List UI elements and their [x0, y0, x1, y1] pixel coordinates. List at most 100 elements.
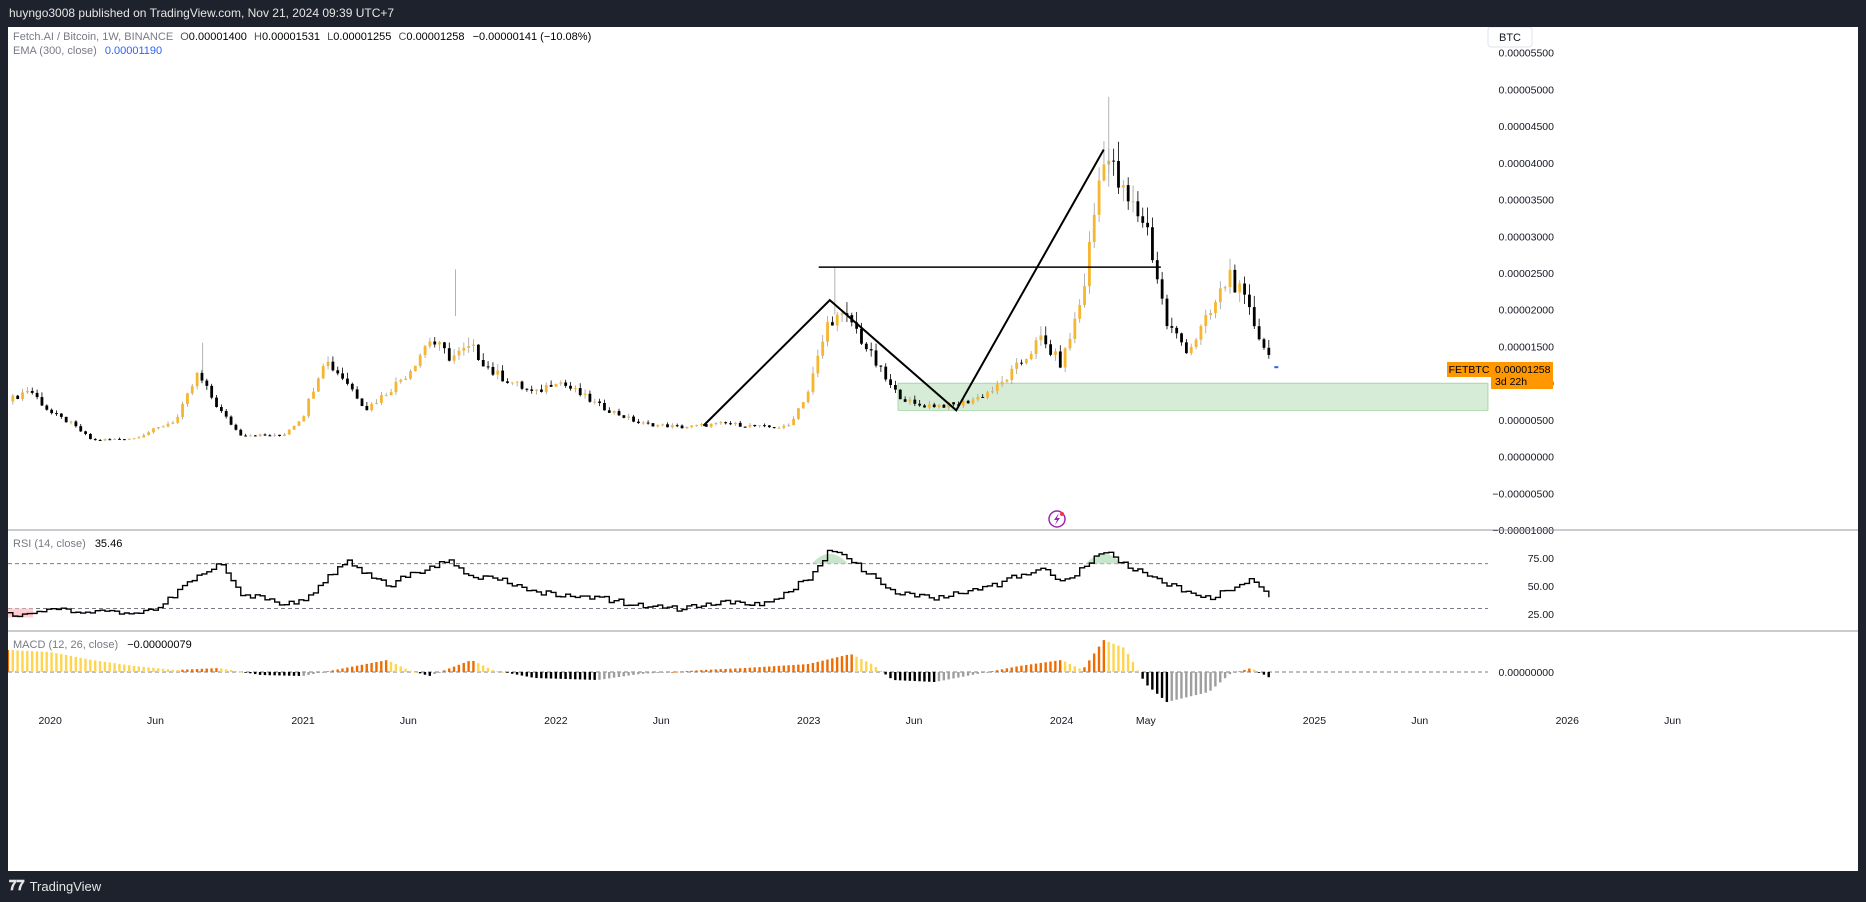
candle-body: [758, 425, 762, 427]
macd-histogram-bar: [1194, 672, 1198, 696]
macd-histogram-bar: [215, 668, 218, 672]
macd-histogram-bar: [16, 650, 19, 672]
candle-body: [927, 404, 931, 408]
macd-histogram-bar: [176, 669, 179, 672]
currency-button[interactable]: [1487, 27, 1533, 48]
rsi-overbought-fill: [811, 553, 848, 564]
macd-histogram-bar: [797, 664, 800, 672]
macd-histogram-bar: [404, 668, 407, 672]
lightning-icon[interactable]: [1048, 510, 1066, 528]
candle-body: [452, 355, 456, 361]
macd-histogram-bar: [889, 672, 892, 679]
macd-histogram-bar: [1073, 666, 1076, 672]
candle-body: [195, 372, 199, 387]
macd-histogram-bar: [646, 672, 650, 674]
macd-histogram-bar: [375, 662, 378, 672]
macd-histogram-bar: [244, 672, 247, 673]
macd-histogram-bar: [1102, 640, 1106, 672]
candle-body: [181, 404, 184, 418]
chart-svg[interactable]: Fetch.AI / Bitcoin, 1W, BINANCE O0.00001…: [8, 27, 1858, 871]
macd-histogram-bar: [574, 672, 577, 680]
time-axis-label: Jun: [906, 715, 923, 727]
candle-body: [792, 418, 795, 426]
macd-histogram-bar: [1015, 666, 1018, 672]
macd-histogram-bar: [1160, 672, 1164, 698]
macd-histogram-bar: [651, 672, 655, 674]
macd-histogram-bar: [254, 672, 257, 675]
price-axis-label: −0.00000500: [1492, 488, 1554, 500]
macd-histogram-bar: [1054, 660, 1057, 672]
candle-body: [1024, 359, 1028, 364]
macd-histogram-bar: [127, 665, 131, 672]
macd-histogram-bar: [452, 666, 456, 672]
macd-histogram-bar: [1117, 645, 1120, 672]
macd-histogram-bar: [942, 672, 946, 681]
macd-histogram-bar: [210, 668, 213, 672]
macd-histogram-bar: [544, 672, 548, 679]
candle-body: [1121, 185, 1125, 188]
candle-body: [472, 344, 475, 346]
trend-line-drawing[interactable]: [702, 149, 1105, 427]
candle-body: [855, 322, 859, 329]
macd-histogram-bar: [195, 669, 199, 672]
candle-body: [525, 388, 529, 390]
macd-histogram-bar: [1005, 668, 1009, 672]
candle-body: [593, 401, 597, 403]
macd-histogram-bar: [321, 672, 325, 673]
rsi-overbought-fill: [1085, 553, 1122, 564]
candle-body: [35, 392, 39, 398]
candle-body: [1126, 185, 1130, 202]
candle-body: [496, 370, 500, 375]
candle-body: [481, 360, 485, 367]
tradingview-logo[interactable]: 𝟕𝟕 TradingView: [9, 871, 101, 902]
price-axis[interactable]: 0.00005500 0.00005000 0.00004500 0.00004000…: [1492, 48, 1554, 537]
candle-body: [268, 435, 272, 437]
macd-histogram-bar: [894, 672, 897, 681]
macd-histogram-bar: [554, 672, 558, 679]
macd-histogram-bar: [123, 664, 126, 672]
candle-body: [782, 425, 786, 428]
price-axis-label: 0.00005000: [1499, 84, 1555, 96]
macd-histogram-bar: [1078, 668, 1081, 672]
candle-body: [666, 424, 669, 428]
macd-histogram-bar: [671, 671, 674, 673]
macd-histogram-bar: [273, 672, 276, 676]
time-axis-label: 2021: [291, 715, 315, 727]
price-axis-label: 0.00000500: [1499, 415, 1555, 427]
time-axis[interactable]: 2020 Jun 2021 Jun 2022 Jun 2023 Jun 2024 May 2025 J…: [38, 715, 1681, 727]
candle-body: [404, 378, 408, 380]
macd-histogram-bar: [462, 662, 465, 672]
candle-body: [1083, 286, 1086, 305]
rsi-legend[interactable]: RSI (14, close) 35.46: [13, 538, 122, 550]
candle-body: [821, 341, 825, 356]
candle-body: [1005, 379, 1009, 382]
candle-body: [549, 384, 553, 387]
macd-histogram-bar: [472, 660, 475, 672]
ema-legend[interactable]: EMA (300, close) 0.00001190: [13, 45, 162, 57]
macd-histogram-bar: [30, 651, 34, 672]
candle-body: [253, 435, 257, 437]
macd-histogram-bar: [622, 672, 625, 677]
macd-histogram-bar: [394, 664, 398, 672]
macd-legend[interactable]: MACD (12, 26, close) −0.00000079: [13, 639, 192, 651]
macd-histogram-bar: [608, 672, 611, 679]
macd-histogram-bar: [1233, 672, 1236, 673]
candle-body: [316, 378, 320, 392]
candle-body: [1029, 354, 1033, 360]
candle-body: [394, 381, 398, 393]
macd-histogram-bar: [496, 670, 499, 672]
macd-histogram-bar: [501, 671, 504, 673]
candle-body: [1170, 326, 1174, 328]
macd-histogram-bar: [152, 667, 155, 672]
macd-histogram-bar: [520, 672, 524, 676]
symbol-legend[interactable]: Fetch.AI / Bitcoin, 1W, BINANCE O0.00001…: [13, 31, 591, 43]
macd-histogram-bar: [1219, 672, 1222, 683]
candle-body: [118, 438, 121, 440]
macd-histogram-bar: [1049, 661, 1052, 672]
macd-histogram-bar: [428, 672, 431, 676]
candle-body: [777, 427, 781, 429]
macd-histogram-bar: [986, 672, 989, 673]
chart-frame[interactable]: Fetch.AI / Bitcoin, 1W, BINANCE O0.00001…: [8, 27, 1858, 871]
macd-histogram-bar: [748, 667, 752, 672]
candle-body: [641, 422, 645, 424]
